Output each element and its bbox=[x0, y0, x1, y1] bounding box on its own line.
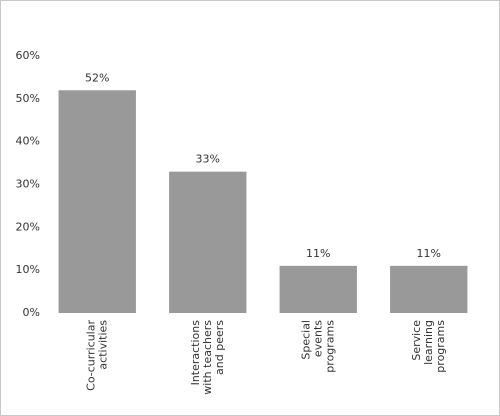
x-tick-label-line: with teachers bbox=[201, 320, 214, 395]
bar bbox=[390, 265, 468, 313]
x-tick-label-line: programs bbox=[434, 320, 447, 373]
y-tick-label: 20% bbox=[16, 220, 40, 233]
y-tick-label: 40% bbox=[16, 135, 40, 148]
value-label: 11% bbox=[417, 247, 441, 260]
x-tick-label-line: Co-curricular bbox=[84, 320, 97, 391]
x-tick-label: Interactions with teachers and peers bbox=[189, 320, 226, 395]
y-tick-label: 0% bbox=[23, 306, 40, 319]
x-tick-label-line: Special bbox=[299, 320, 312, 360]
y-tick-label: 30% bbox=[16, 178, 40, 191]
x-tick-label-line: programs bbox=[323, 320, 336, 373]
y-tick-label: 50% bbox=[16, 92, 40, 105]
x-tick-label-line: learning bbox=[422, 320, 435, 365]
x-tick-label-line: Service bbox=[410, 320, 423, 361]
x-tick-label-line: activities bbox=[96, 320, 109, 370]
value-label: 52% bbox=[85, 71, 109, 84]
x-tick-label: Special events programs bbox=[299, 320, 336, 373]
x-tick-label-line: Interactions bbox=[189, 320, 202, 386]
bar bbox=[169, 171, 247, 313]
y-tick-label: 60% bbox=[16, 49, 40, 62]
value-label: 11% bbox=[306, 247, 330, 260]
x-tick-label: Co-curricular activities bbox=[84, 320, 109, 391]
x-tick-label: Service learning programs bbox=[410, 320, 447, 373]
value-label: 33% bbox=[196, 153, 220, 166]
bar bbox=[279, 265, 357, 313]
bar bbox=[58, 90, 136, 314]
y-tick-label: 10% bbox=[16, 263, 40, 276]
x-tick-label-line: events bbox=[311, 320, 324, 357]
x-tick-label-line: and peers bbox=[213, 320, 226, 375]
